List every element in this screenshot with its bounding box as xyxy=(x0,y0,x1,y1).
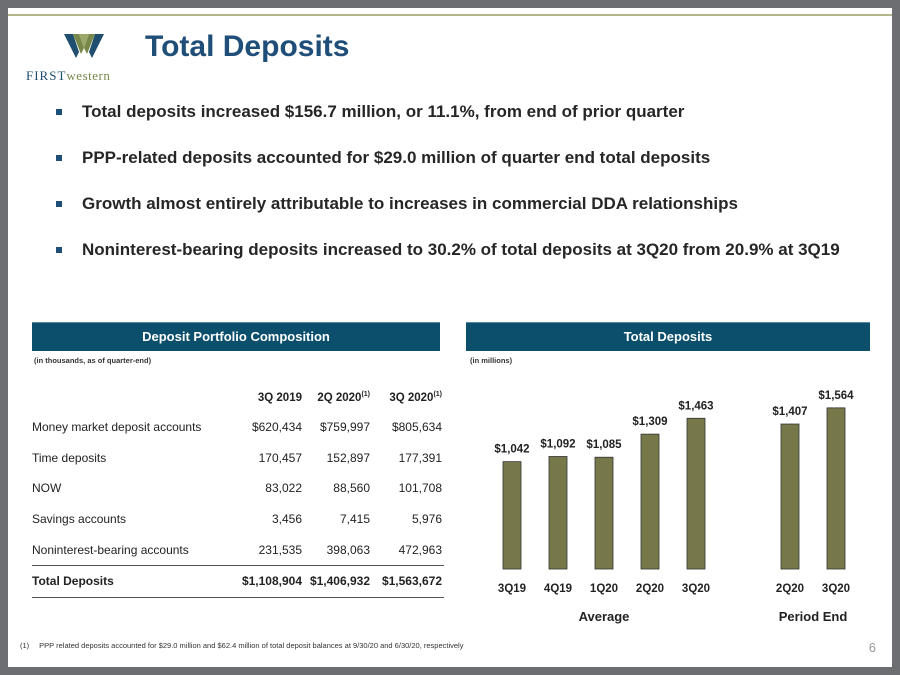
category-tick-label: 3Q20 xyxy=(682,583,710,595)
cell-value: 3,456 xyxy=(271,512,302,527)
page-number: 6 xyxy=(868,640,876,655)
bullet-item: Noninterest-bearing deposits increased t… xyxy=(56,238,886,284)
bar xyxy=(780,423,800,570)
bullet-list: Total deposits increased $156.7 million,… xyxy=(56,100,886,284)
deposit-composition-table: 3Q 2019 2Q 2020(1) 3Q 2020(1) Money mark… xyxy=(32,382,444,598)
data-label: $1,309 xyxy=(632,416,667,428)
bullet-text: Total deposits increased $156.7 million,… xyxy=(82,102,685,121)
data-label: $1,085 xyxy=(586,439,622,451)
table-row: Money market deposit accounts $620,434 $… xyxy=(32,412,444,443)
column-header: 3Q 2020(1) xyxy=(389,390,442,404)
cell-value: 170,457 xyxy=(258,450,302,465)
chart-unit-note: (in millions) xyxy=(470,356,513,365)
total-value: $1,108,904 xyxy=(228,564,304,598)
data-label: $1,463 xyxy=(678,400,713,412)
bullet-square-icon xyxy=(56,201,62,207)
column-header: 2Q 2020(1) xyxy=(317,390,370,404)
row-label: Savings accounts xyxy=(32,512,127,527)
bullet-square-icon xyxy=(56,109,62,115)
bar xyxy=(640,433,660,570)
logo-first: FIRST xyxy=(26,68,67,83)
table-panel-header: Deposit Portfolio Composition xyxy=(32,322,440,351)
bar xyxy=(502,461,522,570)
table-unit-note: (in thousands, as of quarter-end) xyxy=(34,356,152,365)
table-total-row: Total Deposits $1,108,904 $1,406,932 $1,… xyxy=(32,564,444,598)
table-row: NOW 83,022 88,560 101,708 xyxy=(32,473,444,504)
total-value: $1,563,672 xyxy=(372,564,444,598)
data-label: $1,564 xyxy=(818,390,854,402)
group-label: Average xyxy=(579,609,630,624)
category-tick-label: 3Q20 xyxy=(822,583,850,595)
logo-western: western xyxy=(66,68,111,83)
data-label: $1,092 xyxy=(540,438,575,450)
cell-value: $620,434 xyxy=(251,420,302,435)
category-tick-label: 4Q19 xyxy=(544,583,572,595)
table-row: Noninterest-bearing accounts 231,535 398… xyxy=(32,534,444,565)
table-header-blank xyxy=(32,382,228,412)
row-label: Money market deposit accounts xyxy=(32,420,202,435)
bullet-text: PPP-related deposits accounted for $29.0… xyxy=(82,148,711,167)
data-label: $1,407 xyxy=(772,406,807,418)
bullet-square-icon xyxy=(56,247,62,253)
table-row: Savings accounts 3,456 7,415 5,976 xyxy=(32,504,444,535)
category-tick-label: 2Q20 xyxy=(776,583,804,595)
cell-value: 88,560 xyxy=(333,481,370,496)
slide: FIRSTwestern Total Deposits Total deposi… xyxy=(8,8,892,667)
chart-panel-header: Total Deposits xyxy=(466,322,870,351)
cell-value: $759,997 xyxy=(319,420,370,435)
cell-value: 83,022 xyxy=(265,481,302,496)
data-label: $1,042 xyxy=(494,444,529,456)
column-header: 3Q 2019 xyxy=(257,391,302,404)
cell-value: 398,063 xyxy=(326,542,370,557)
category-tick-label: 3Q19 xyxy=(498,583,526,595)
cell-value: 231,535 xyxy=(258,542,302,557)
table-header-row: 3Q 2019 2Q 2020(1) 3Q 2020(1) xyxy=(32,382,444,412)
row-label: Time deposits xyxy=(32,450,107,465)
bar xyxy=(826,407,846,570)
cell-value: 101,708 xyxy=(398,481,442,496)
bar xyxy=(686,417,706,570)
logo: FIRSTwestern xyxy=(26,34,146,86)
row-label: Noninterest-bearing accounts xyxy=(32,542,189,557)
cell-value: 472,963 xyxy=(398,542,442,557)
cell-value: 7,415 xyxy=(339,512,370,527)
row-label: NOW xyxy=(32,481,62,496)
bullet-text: Growth almost entirely attributable to i… xyxy=(82,194,738,213)
logo-mark-icon xyxy=(64,34,104,58)
logo-wordmark: FIRSTwestern xyxy=(26,68,110,84)
total-value: $1,406,932 xyxy=(304,564,372,598)
total-deposits-chart: $1,042 3Q19 $1,092 4Q19 $1,085 1Q20 $1,309 2Q20… xyxy=(494,390,854,624)
footnote-marker: (1) xyxy=(20,641,30,650)
bar xyxy=(548,456,568,570)
footnote: (1) PPP related deposits accounted for $2… xyxy=(20,641,473,650)
cell-value: 5,976 xyxy=(411,512,442,527)
bullet-item: PPP-related deposits accounted for $29.0… xyxy=(56,146,886,192)
bullet-square-icon xyxy=(56,155,62,161)
category-tick-label: 2Q20 xyxy=(636,583,664,595)
cell-value: 152,897 xyxy=(326,450,370,465)
bullet-item: Total deposits increased $156.7 million,… xyxy=(56,100,886,146)
category-tick-label: 1Q20 xyxy=(590,583,618,595)
top-rule xyxy=(8,14,892,16)
page-title: Total Deposits xyxy=(145,30,350,63)
bar xyxy=(594,456,614,570)
total-label: Total Deposits xyxy=(32,564,228,598)
bullet-text: Noninterest-bearing deposits increased t… xyxy=(82,240,840,259)
cell-value: 177,391 xyxy=(398,450,442,465)
table-row: Time deposits 170,457 152,897 177,391 xyxy=(32,443,444,474)
group-label: Period End xyxy=(779,609,848,624)
bullet-item: Growth almost entirely attributable to i… xyxy=(56,192,886,238)
footnote-text: PPP related deposits accounted for $29.0… xyxy=(39,641,464,650)
cell-value: $805,634 xyxy=(391,420,442,435)
